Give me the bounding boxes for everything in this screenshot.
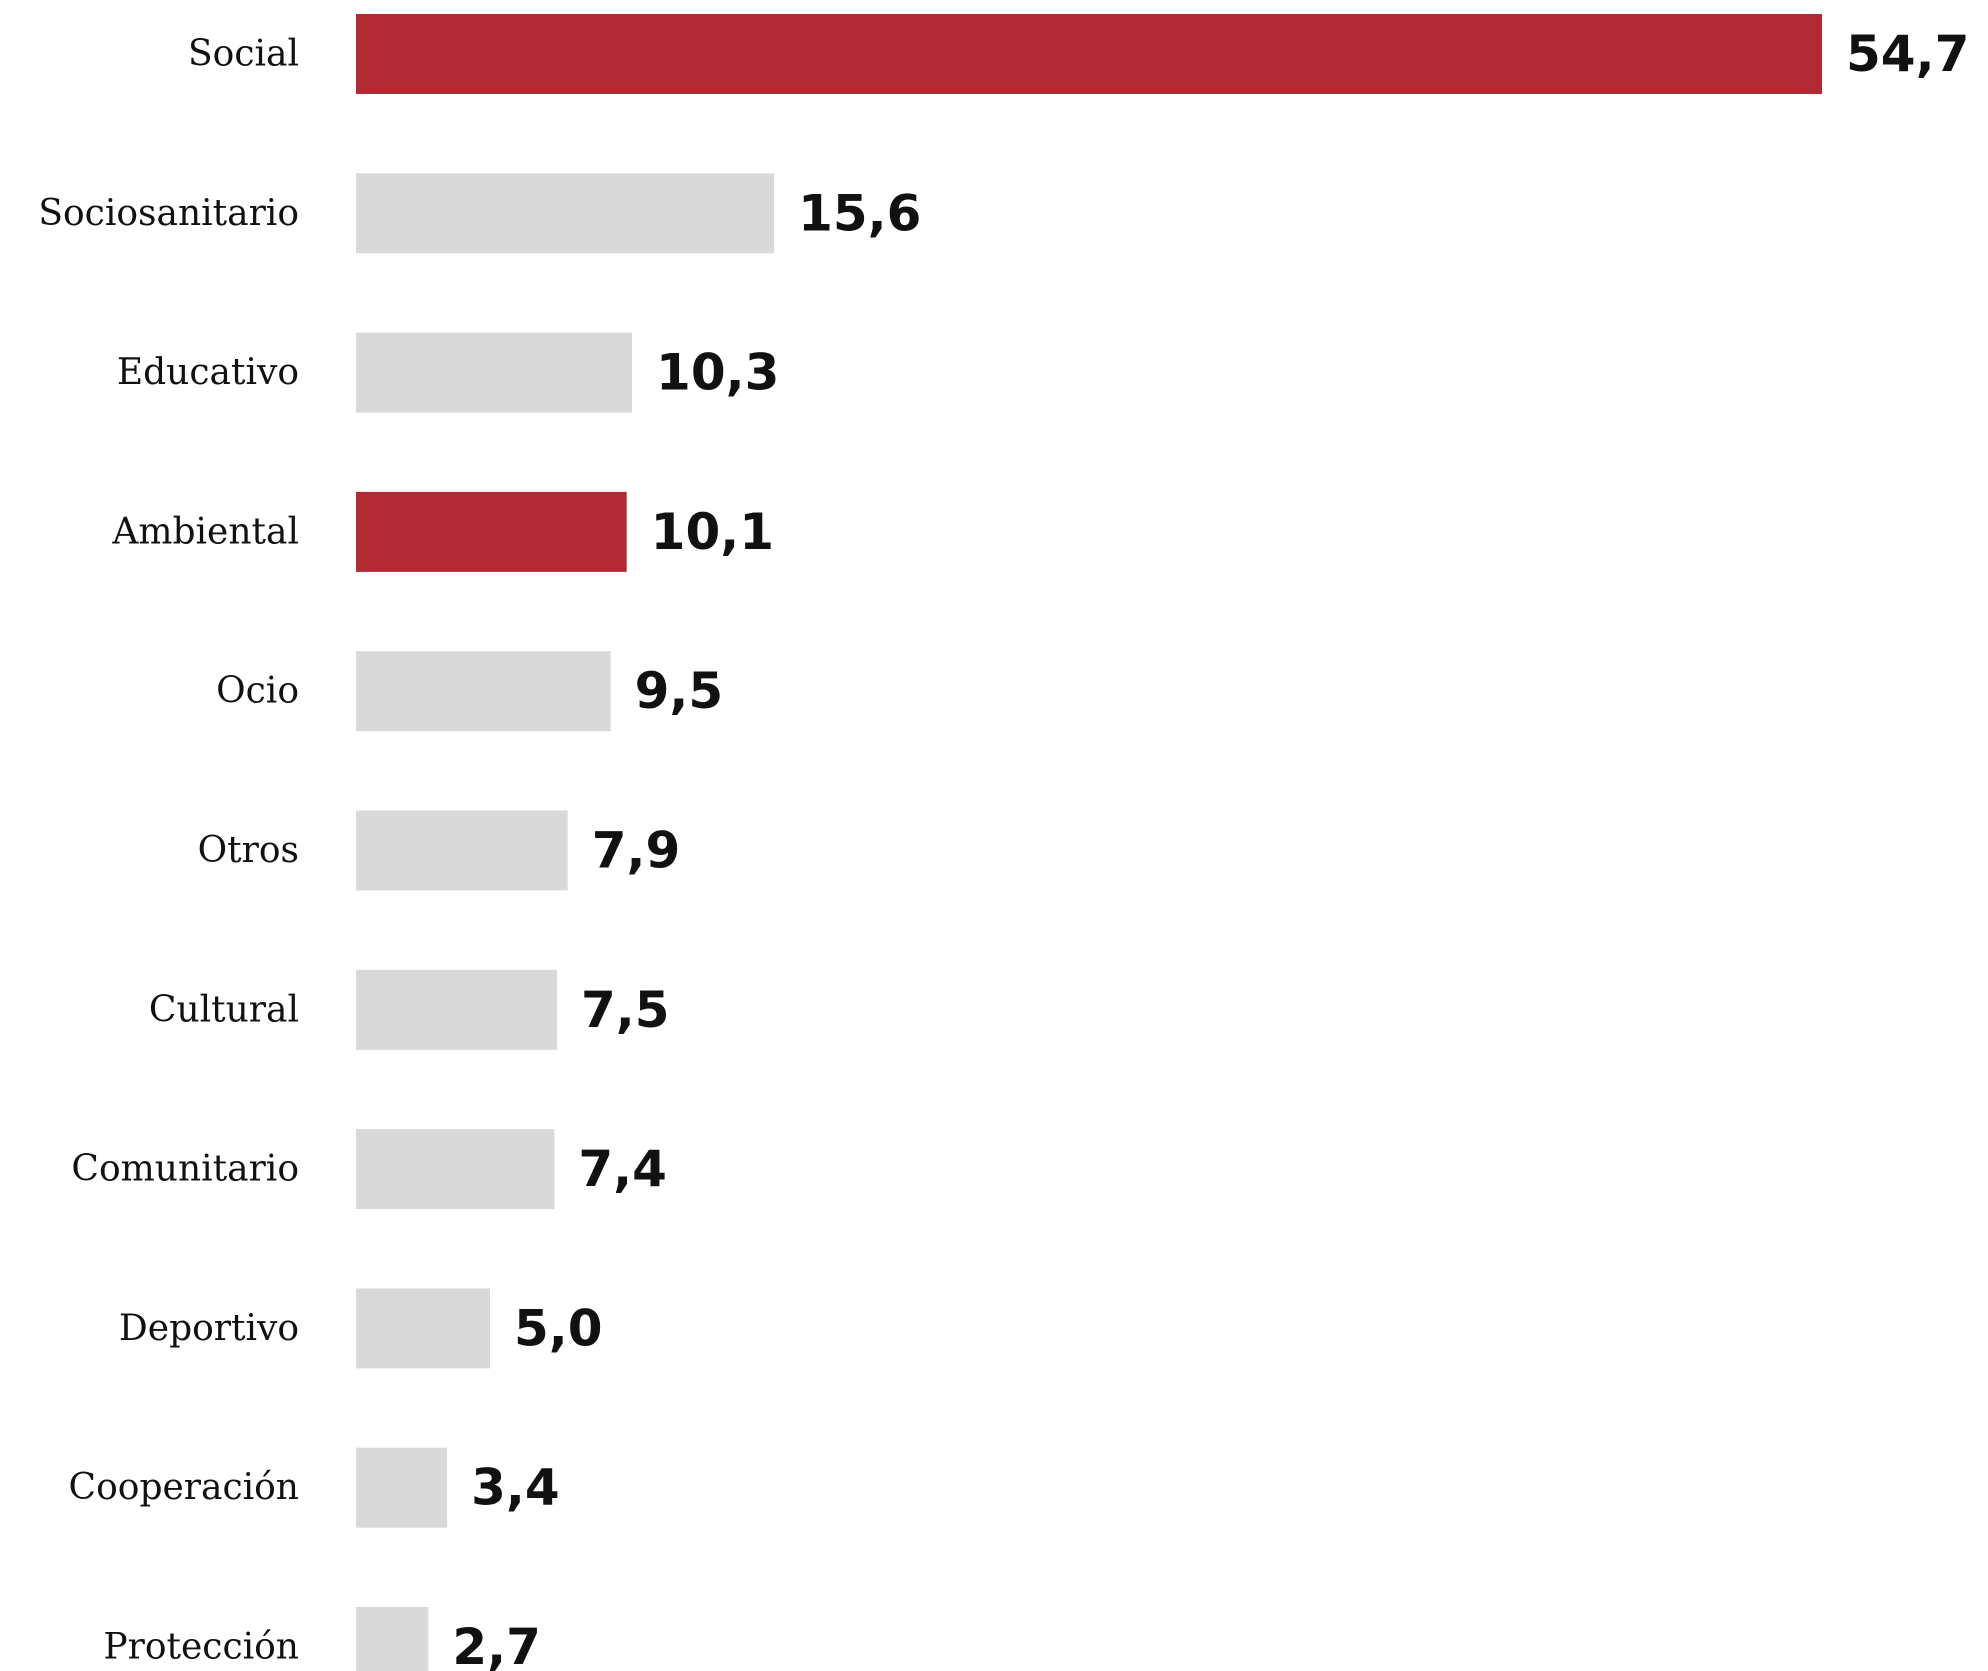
bar-cultural (356, 969, 558, 1050)
category-label-educativo: Educativo (117, 352, 299, 393)
category-label-cultural: Cultural (149, 989, 299, 1030)
bar-deportivo (356, 1288, 491, 1369)
value-labels-group: 54,7 15,6 10,3 10,1 9,5 7,9 7,5 7,4 5,0 3,4 2,7 (452, 25, 1969, 1671)
category-label-otros: Otros (198, 830, 299, 871)
value-label-ocio: 9,5 (635, 662, 724, 720)
value-label-social: 54,7 (1846, 25, 1969, 83)
value-label-educativo: 10,3 (656, 344, 779, 402)
bar-sociosanitario (356, 173, 775, 254)
category-label-comunitario: Comunitario (71, 1149, 299, 1190)
category-label-ambiental: Ambiental (111, 511, 299, 552)
category-labels-group: Social Sociosanitario Educativo Ambiental Oc… (38, 34, 299, 1668)
value-label-ambiental: 10,1 (651, 503, 774, 561)
bar-proteccion (356, 1607, 429, 1671)
value-label-comunitario: 7,4 (578, 1140, 667, 1198)
bar-cooperacion (356, 1447, 448, 1528)
category-label-social: Social (188, 34, 299, 75)
bar-ocio (356, 651, 611, 732)
bar-ambiental (356, 491, 627, 572)
value-label-cooperacion: 3,4 (471, 1459, 560, 1517)
value-label-deportivo: 5,0 (514, 1299, 603, 1357)
category-label-sociosanitario: Sociosanitario (38, 193, 299, 234)
value-label-sociosanitario: 15,6 (798, 184, 921, 242)
category-label-proteccion: Protección (103, 1627, 299, 1668)
category-label-ocio: Ocio (216, 671, 299, 712)
bar-educativo (356, 332, 633, 413)
category-label-cooperacion: Cooperación (69, 1467, 299, 1508)
bar-comunitario (356, 1129, 555, 1210)
bar-social (356, 14, 1822, 94)
bars-group (356, 14, 1822, 1671)
category-label-deportivo: Deportivo (119, 1308, 299, 1349)
value-label-proteccion: 2,7 (452, 1618, 541, 1671)
value-label-otros: 7,9 (592, 822, 681, 880)
bar-otros (356, 810, 568, 891)
value-label-cultural: 7,5 (581, 981, 670, 1039)
